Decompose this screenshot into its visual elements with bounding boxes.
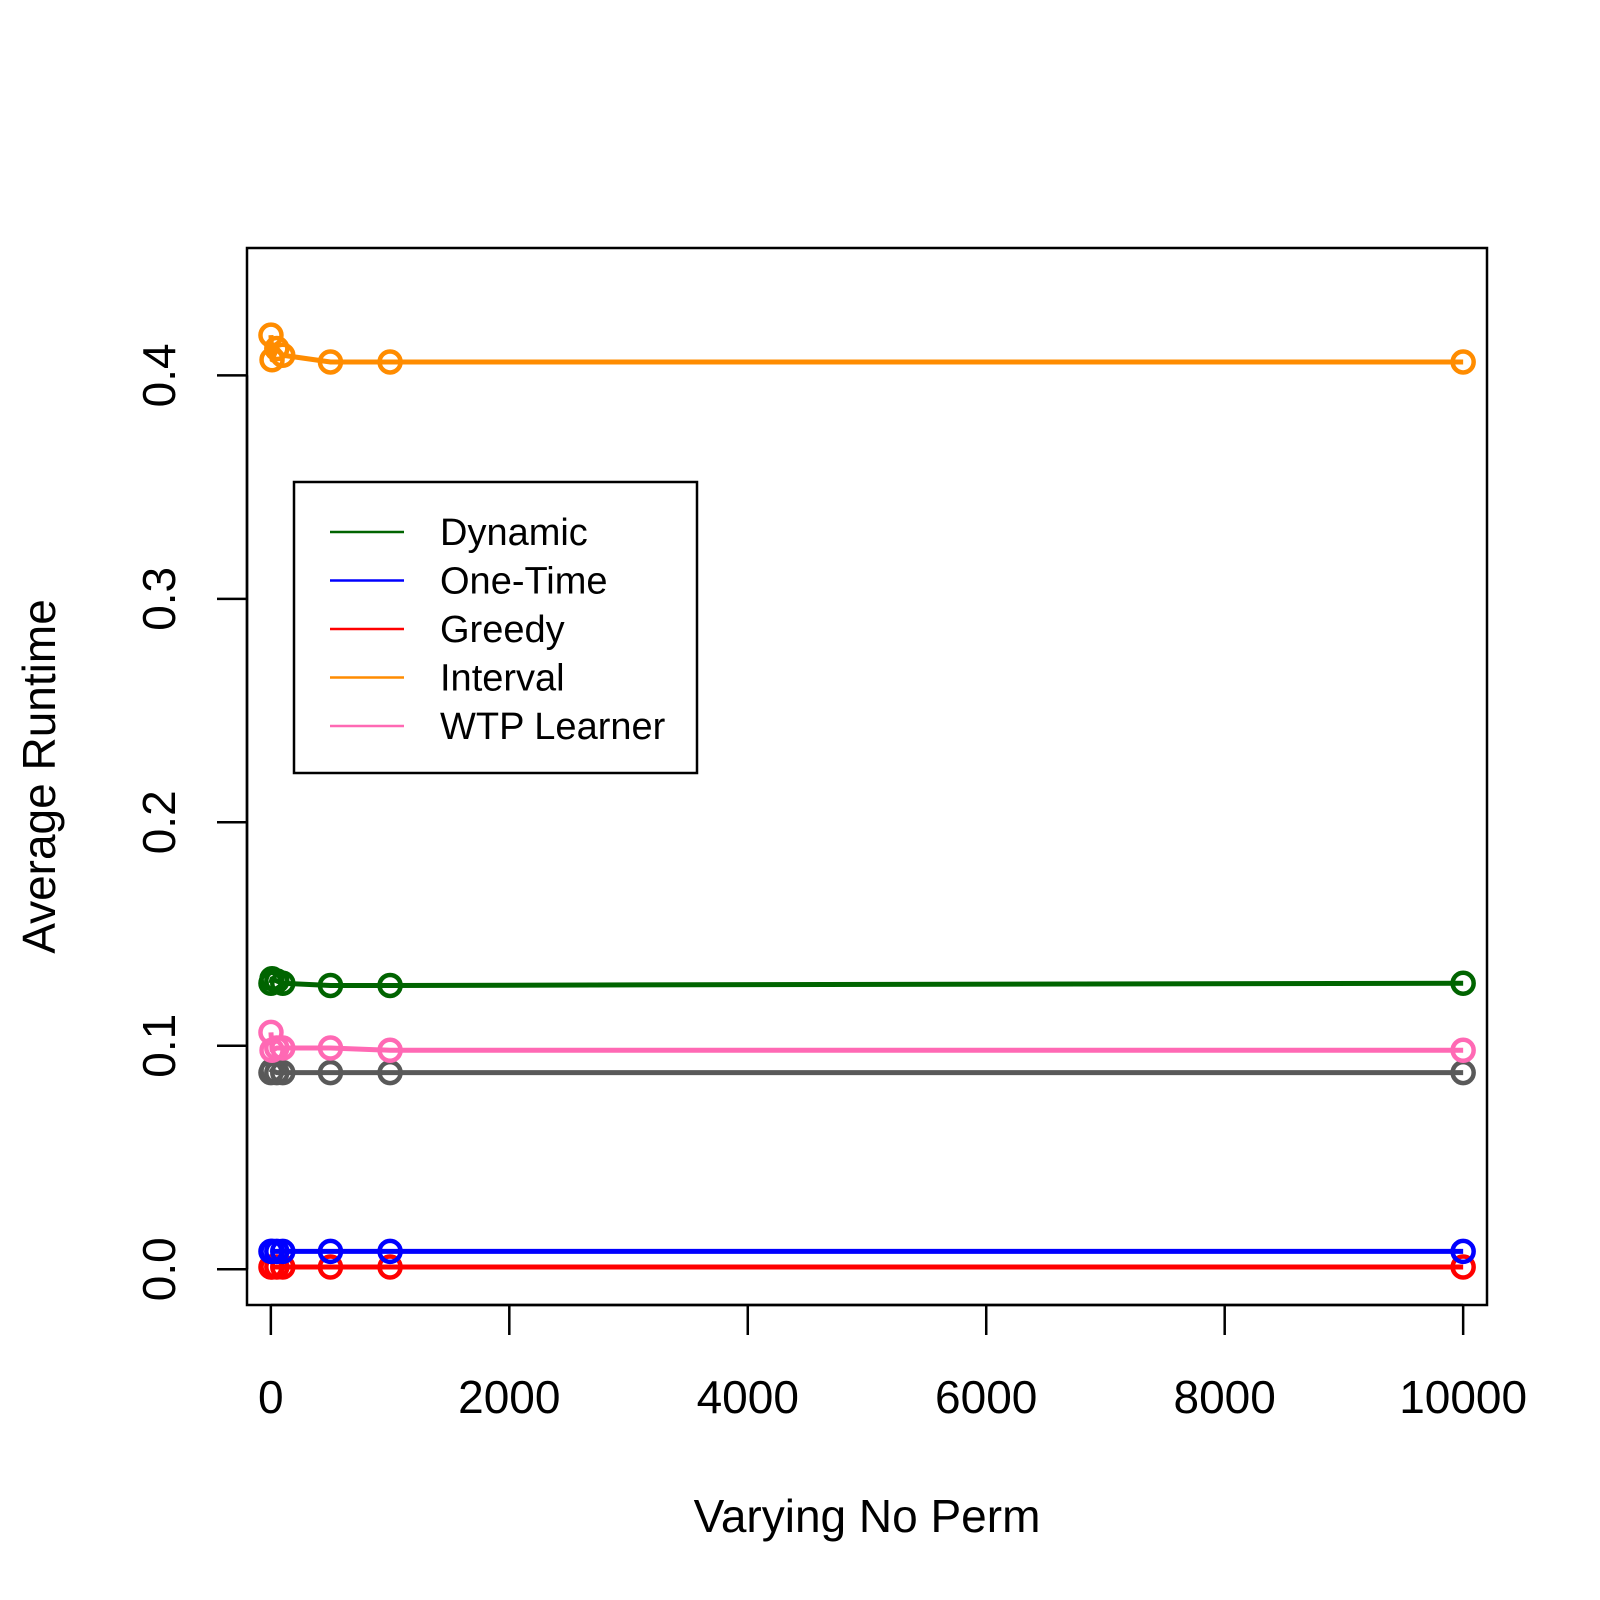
x-tick-label: 10000 — [1399, 1371, 1527, 1423]
series-unlabeled — [258, 1057, 1476, 1086]
series-dynamic — [258, 965, 1476, 999]
series-line — [268, 1067, 1464, 1076]
data-point — [1450, 1238, 1476, 1265]
data-point — [317, 349, 344, 375]
data-point — [377, 1037, 403, 1063]
x-tick-label: 6000 — [935, 1371, 1037, 1423]
data-point — [317, 1059, 344, 1086]
series-greedy — [258, 1254, 1476, 1280]
x-axis-title: Varying No Perm — [694, 1490, 1041, 1542]
legend-item: Interval — [330, 658, 565, 700]
y-tick-label: 0.3 — [133, 567, 185, 631]
data-point — [317, 972, 344, 999]
legend-label: Dynamic — [440, 512, 588, 554]
data-point — [258, 322, 284, 348]
data-point — [1450, 1037, 1476, 1063]
data-point — [270, 1035, 296, 1061]
series-interval — [258, 322, 1476, 375]
legend-label: One-Time — [440, 561, 608, 603]
data-point — [270, 970, 296, 996]
x-tick-label: 8000 — [1174, 1371, 1276, 1423]
data-point — [1450, 349, 1476, 375]
data-point — [377, 349, 403, 375]
data-point — [317, 1254, 344, 1280]
legend: Dynamic One-Time Greedy Interval WTP Learner — [292, 480, 699, 775]
data-point — [317, 1035, 344, 1061]
legend-item: WTP Learner — [330, 706, 666, 748]
series-one-time — [258, 1238, 1476, 1265]
data-point — [377, 1238, 403, 1265]
y-axis-title: Average Runtime — [13, 599, 65, 954]
data-point — [1450, 970, 1476, 996]
x-tick-label: 4000 — [697, 1371, 799, 1423]
legend-item: Dynamic — [330, 512, 588, 554]
y-tick-label: 0.0 — [133, 1237, 185, 1301]
legend-box — [292, 480, 699, 775]
y-tick-label: 0.4 — [133, 343, 185, 407]
series-wtp-learner — [258, 1019, 1476, 1063]
x-tick-label: 2000 — [458, 1371, 560, 1423]
series-line — [268, 1032, 1464, 1053]
legend-label: Interval — [440, 658, 565, 700]
data-point — [377, 1254, 403, 1280]
series-line — [268, 335, 1464, 365]
x-axis: 0 2000 4000 6000 8000 10000 — [258, 1303, 1527, 1423]
legend-item: One-Time — [330, 561, 608, 603]
data-point — [270, 1238, 296, 1265]
y-axis: 0.0 0.1 0.2 0.3 0.4 — [133, 343, 249, 1301]
data-point — [270, 1059, 296, 1086]
y-tick-label: 0.1 — [133, 1014, 185, 1078]
data-point — [1450, 1254, 1476, 1280]
series-line — [268, 976, 1464, 988]
data-point — [258, 1019, 284, 1046]
plot-frame — [245, 246, 1489, 1307]
data-point — [317, 1238, 344, 1265]
data-point — [264, 335, 290, 362]
data-point — [377, 972, 403, 999]
legend-label: WTP Learner — [440, 706, 666, 748]
legend-label: Greedy — [440, 609, 565, 651]
series-layer — [258, 322, 1476, 1280]
y-tick-label: 0.2 — [133, 790, 185, 854]
x-tick-label: 0 — [258, 1371, 284, 1423]
data-point — [270, 342, 296, 369]
legend-item: Greedy — [330, 609, 565, 651]
